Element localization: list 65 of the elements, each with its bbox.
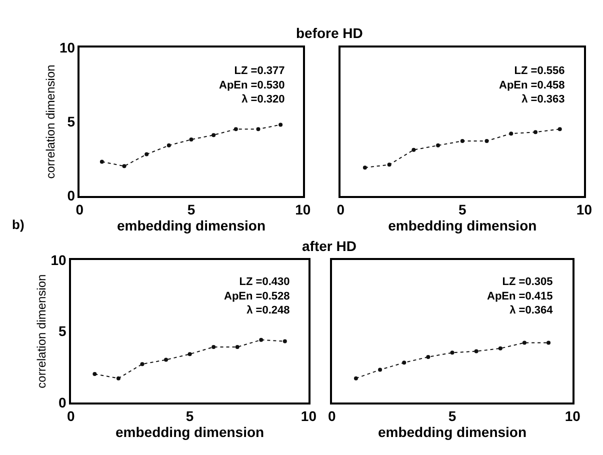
- annotation: LZ =0.430 ApEn =0.528 λ =0.248: [224, 276, 290, 317]
- point: [436, 143, 440, 148]
- point: [533, 130, 538, 134]
- y-tick-label: 5: [67, 114, 76, 130]
- text: b): [12, 217, 24, 232]
- point: [100, 160, 104, 164]
- point: [426, 354, 430, 359]
- chart-title: before HD: [296, 25, 363, 41]
- point: [235, 344, 240, 349]
- point: [387, 162, 392, 167]
- point: [164, 358, 168, 362]
- x-tick-label: 5: [187, 201, 196, 218]
- chart-title: after HD: [302, 238, 356, 254]
- x-tick-label: 5: [186, 408, 194, 424]
- point: [498, 346, 502, 350]
- point: [460, 138, 464, 143]
- y-tick-label: 10: [50, 252, 67, 268]
- x-axis-title: embedding dimension: [388, 217, 537, 234]
- point: [546, 340, 551, 345]
- x-axis-title: embedding dimension: [116, 424, 264, 440]
- x-axis-title: embedding dimension: [378, 424, 527, 440]
- point: [259, 338, 264, 342]
- point: [450, 350, 454, 355]
- point: [278, 122, 283, 127]
- x-tick-label: 10: [300, 408, 317, 424]
- point: [509, 132, 514, 136]
- x-tick-label: 0: [336, 201, 345, 218]
- y-tick-label: 5: [58, 323, 67, 340]
- y-tick-label: 0: [67, 188, 76, 204]
- y-tick-label: 10: [59, 40, 76, 56]
- annotation: LZ =0.556 ApEn =0.458 λ =0.363: [499, 65, 565, 106]
- x-axis-title: embedding dimension: [116, 217, 266, 234]
- point: [484, 138, 489, 143]
- point: [122, 164, 126, 168]
- x-tick-label: 5: [458, 201, 466, 218]
- point: [282, 339, 287, 344]
- point: [362, 166, 367, 170]
- annotation: LZ =0.305 ApEn =0.415 λ =0.364: [487, 276, 554, 317]
- point: [189, 138, 194, 142]
- x-tick-label: 10: [576, 201, 592, 218]
- x-tick-label: 10: [564, 408, 581, 424]
- point: [140, 362, 144, 366]
- point: [412, 148, 416, 152]
- point: [166, 143, 171, 148]
- point: [402, 360, 406, 365]
- point: [212, 133, 216, 138]
- x-tick-label: 10: [295, 201, 311, 218]
- point: [188, 352, 192, 356]
- annotation: LZ =0.377 ApEn =0.530 λ =0.320: [219, 65, 285, 106]
- point: [234, 127, 238, 132]
- point: [378, 368, 382, 372]
- point: [474, 349, 478, 354]
- point: [558, 127, 562, 132]
- x-tick-label: 5: [448, 408, 456, 424]
- y-axis-title: correlation dimension: [43, 64, 58, 179]
- point: [522, 340, 526, 345]
- y-tick-label: 0: [58, 394, 67, 410]
- point: [354, 376, 358, 380]
- point: [92, 372, 97, 376]
- point: [144, 152, 149, 156]
- point: [212, 344, 216, 349]
- point: [116, 376, 120, 380]
- y-axis-title: correlation dimension: [34, 274, 49, 388]
- x-tick-label: 0: [328, 408, 336, 424]
- point: [256, 127, 260, 132]
